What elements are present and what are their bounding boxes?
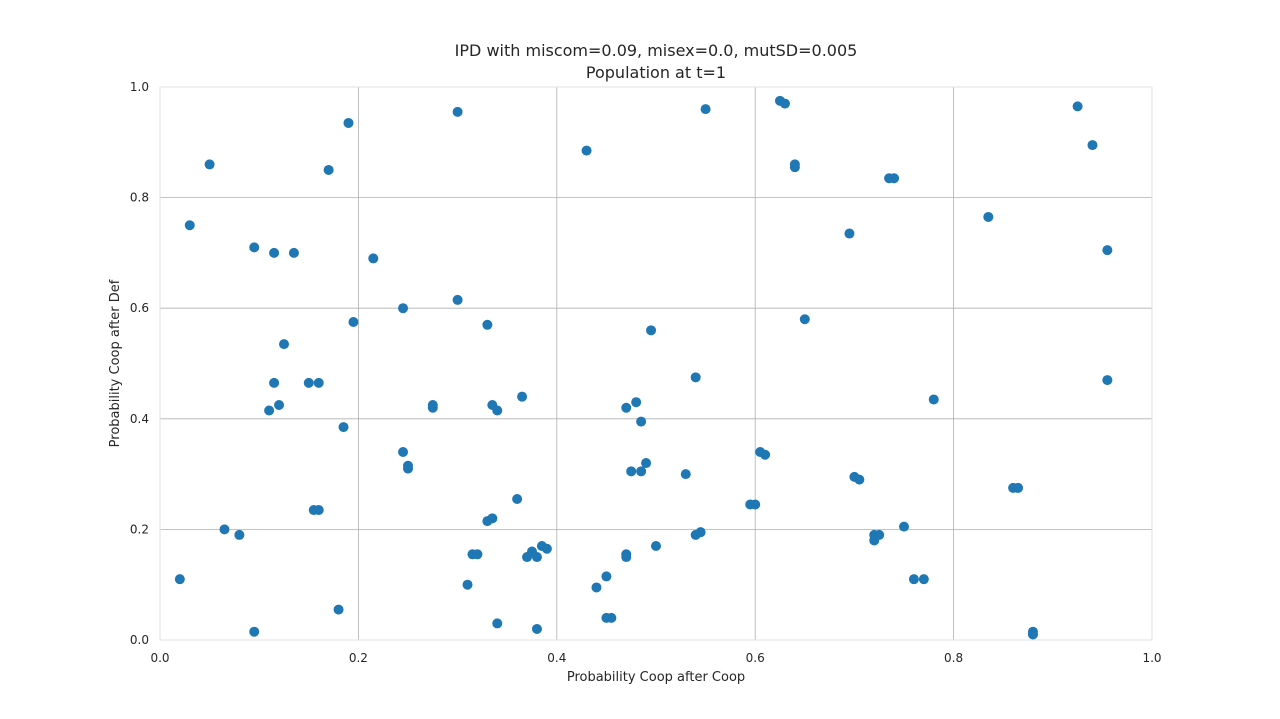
plot-area-frame bbox=[159, 86, 1153, 641]
data-point bbox=[368, 253, 379, 264]
data-point bbox=[621, 552, 632, 563]
data-point bbox=[403, 463, 413, 474]
data-point bbox=[1087, 140, 1098, 151]
grid bbox=[159, 86, 1153, 641]
x-tick-label: 0.2 bbox=[349, 651, 368, 665]
data-point bbox=[492, 618, 503, 629]
data-point bbox=[313, 505, 324, 516]
data-point bbox=[646, 325, 657, 336]
data-point bbox=[174, 574, 185, 585]
y-tick-label: 0.4 bbox=[130, 412, 149, 426]
data-point bbox=[591, 582, 602, 593]
x-tick-label: 0.4 bbox=[547, 651, 566, 665]
data-point bbox=[636, 466, 647, 477]
data-point bbox=[274, 399, 285, 410]
data-point bbox=[700, 104, 711, 115]
data-point bbox=[641, 458, 652, 469]
data-point bbox=[219, 524, 230, 535]
data-point bbox=[269, 247, 280, 258]
data-point bbox=[789, 162, 800, 173]
data-point bbox=[492, 405, 503, 416]
data-point bbox=[651, 540, 661, 551]
data-point bbox=[750, 499, 761, 510]
data-point bbox=[313, 377, 324, 388]
data-point bbox=[517, 391, 528, 402]
x-tick-label: 0.8 bbox=[944, 651, 963, 665]
data-point bbox=[249, 626, 260, 637]
data-point bbox=[690, 372, 701, 383]
data-point bbox=[760, 449, 771, 460]
data-point bbox=[303, 377, 314, 388]
data-point bbox=[462, 579, 473, 590]
data-point bbox=[928, 394, 939, 405]
tick-labels: 0.0 0.2 0.4 0.6 0.8 1.0 0.0 0.2 0.4 0.6 0.8 1.0 bbox=[130, 80, 1162, 665]
data-point bbox=[531, 552, 542, 563]
y-tick-label: 1.0 bbox=[130, 80, 149, 94]
data-point bbox=[908, 574, 919, 585]
data-point bbox=[249, 242, 260, 253]
data-point bbox=[779, 98, 790, 109]
data-point bbox=[348, 317, 359, 328]
data-point bbox=[1102, 245, 1113, 256]
data-point bbox=[874, 529, 885, 540]
y-axis-label: Probability Coop after Def bbox=[108, 279, 123, 447]
data-point bbox=[512, 493, 523, 504]
x-axis-label: Probability Coop after Coop bbox=[567, 670, 745, 685]
data-point bbox=[1072, 101, 1083, 112]
data-point bbox=[889, 173, 900, 184]
data-point bbox=[983, 211, 994, 222]
data-point bbox=[799, 314, 810, 325]
data-point bbox=[234, 529, 245, 540]
data-point bbox=[452, 294, 463, 305]
data-point bbox=[601, 571, 612, 582]
chart-subtitle: Population at t=1 bbox=[586, 63, 726, 82]
x-tick-label: 0.6 bbox=[746, 651, 765, 665]
data-point bbox=[1013, 482, 1024, 493]
data-point bbox=[680, 469, 691, 480]
data-point bbox=[487, 513, 498, 524]
data-point bbox=[541, 543, 552, 554]
data-point bbox=[1102, 375, 1113, 386]
data-point bbox=[184, 220, 195, 231]
data-point bbox=[581, 145, 592, 156]
data-point bbox=[1027, 629, 1038, 640]
data-point bbox=[323, 164, 334, 175]
data-point bbox=[531, 623, 542, 634]
data-point bbox=[279, 339, 289, 350]
data-point bbox=[288, 247, 299, 258]
data-point bbox=[338, 422, 349, 433]
data-point bbox=[343, 117, 354, 128]
data-point bbox=[427, 402, 438, 413]
data-point bbox=[264, 405, 275, 416]
chart-title: IPD with miscom=0.09, misex=0.0, mutSD=0… bbox=[455, 41, 858, 60]
data-point bbox=[398, 446, 409, 457]
data-point bbox=[899, 521, 909, 532]
x-tick-label: 1.0 bbox=[1142, 651, 1161, 665]
data-point bbox=[472, 549, 483, 560]
data-point bbox=[626, 466, 637, 477]
data-point bbox=[452, 106, 463, 117]
data-point bbox=[606, 612, 617, 623]
data-point bbox=[482, 319, 493, 330]
data-point bbox=[636, 416, 647, 427]
data-point bbox=[269, 377, 280, 388]
data-point bbox=[621, 402, 632, 413]
x-tick-label: 0.0 bbox=[150, 651, 169, 665]
y-tick-label: 0.2 bbox=[130, 522, 149, 536]
data-point bbox=[398, 303, 409, 314]
data-point bbox=[844, 228, 855, 239]
data-point bbox=[204, 159, 215, 170]
data-point bbox=[695, 527, 706, 538]
data-points bbox=[174, 95, 1113, 640]
data-point bbox=[333, 604, 344, 615]
y-tick-label: 0.6 bbox=[130, 301, 149, 315]
data-point bbox=[854, 474, 865, 485]
data-point bbox=[918, 574, 929, 585]
y-tick-label: 0.8 bbox=[130, 191, 149, 205]
y-tick-label: 0.0 bbox=[130, 633, 149, 647]
data-point bbox=[631, 397, 642, 408]
